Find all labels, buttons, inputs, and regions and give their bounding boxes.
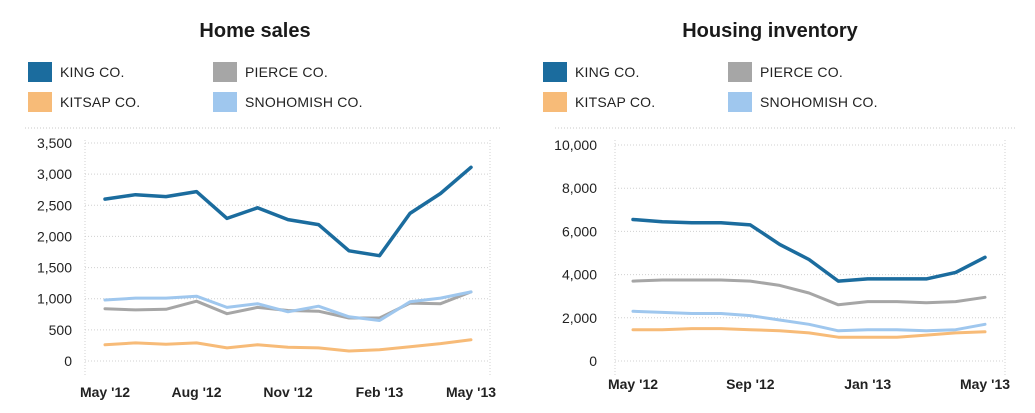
y-tick-label: 0: [589, 353, 597, 369]
x-tick-label: May '13: [960, 376, 1010, 392]
series-line-kitsap-co: [631, 327, 987, 339]
legend-item-kitsap: KITSAP CO.: [543, 92, 655, 112]
legend-item-pierce: PIERCE CO.: [213, 62, 328, 82]
chart-housing-inventory: Housing inventory KING CO. PIERCE CO. KI…: [515, 0, 1025, 413]
legend-swatch: [213, 92, 237, 112]
legend-label: SNOHOMISH CO.: [760, 94, 878, 110]
y-tick-label: 1,500: [37, 260, 72, 276]
legend-item-snohomish: SNOHOMISH CO.: [728, 92, 878, 112]
legend-swatch: [213, 62, 237, 82]
legend-swatch: [28, 92, 52, 112]
x-tick-label: Feb '13: [356, 384, 404, 400]
y-tick-label: 2,000: [562, 310, 597, 326]
plot-area: 0 2,000 4,000 6,000 8,000 10,000 May '12 Sep '1…: [554, 127, 1015, 392]
legend-label: KING CO.: [60, 64, 125, 80]
y-tick-label: 3,500: [37, 135, 72, 151]
legend-swatch: [728, 92, 752, 112]
legend-label: KING CO.: [575, 64, 640, 80]
y-tick-label: 4,000: [562, 267, 597, 283]
x-tick-label: Aug '12: [171, 384, 221, 400]
y-tick-label: 1,000: [37, 291, 72, 307]
legend: KING CO. PIERCE CO. KITSAP CO. SNOHOMISH…: [543, 62, 1013, 112]
legend-swatch: [728, 62, 752, 82]
legend-item-kitsap: KITSAP CO.: [28, 92, 140, 112]
x-tick-label: May '12: [608, 376, 658, 392]
legend-item-snohomish: SNOHOMISH CO.: [213, 92, 363, 112]
y-tick-label: 10,000: [554, 137, 597, 153]
legend-label: KITSAP CO.: [60, 94, 141, 110]
y-tick-label: 6,000: [562, 223, 597, 239]
y-tick-label: 500: [49, 322, 73, 338]
series-line-snohomish-co: [103, 290, 473, 322]
series-line-snohomish-co: [631, 309, 987, 333]
legend-label: SNOHOMISH CO.: [245, 94, 363, 110]
x-tick-label: May '12: [80, 384, 130, 400]
series-line-king-co: [631, 217, 987, 283]
series-line-king-co: [103, 165, 473, 258]
series-line-pierce-co: [103, 290, 473, 320]
series-line-kitsap-co: [103, 338, 473, 353]
y-tick-label: 3,000: [37, 166, 72, 182]
legend-swatch: [28, 62, 52, 82]
y-tick-label: 2,000: [37, 228, 72, 244]
plot-area: 0 500 1,000 1,500 2,000 2,500 3,000 3,500 May '1…: [25, 127, 500, 400]
chart-title: Home sales: [199, 20, 311, 42]
chart-title: Housing inventory: [682, 20, 858, 42]
y-tick-label: 8,000: [562, 180, 597, 196]
x-tick-label: May '13: [446, 384, 496, 400]
x-tick-label: Nov '12: [263, 384, 312, 400]
x-tick-label: Jan '13: [844, 376, 891, 392]
legend: KING CO. PIERCE CO. KITSAP CO. SNOHOMISH…: [28, 62, 498, 112]
legend-label: PIERCE CO.: [245, 64, 328, 80]
legend-label: KITSAP CO.: [575, 94, 656, 110]
legend-label: PIERCE CO.: [760, 64, 843, 80]
legend-item-king: KING CO.: [543, 62, 640, 82]
legend-item-pierce: PIERCE CO.: [728, 62, 843, 82]
x-tick-label: Sep '12: [726, 376, 775, 392]
series-line-pierce-co: [631, 278, 987, 307]
legend-item-king: KING CO.: [28, 62, 125, 82]
y-tick-label: 0: [64, 353, 72, 369]
legend-swatch: [543, 62, 567, 82]
chart-home-sales: Home sales KING CO. PIERCE CO. KITSAP CO…: [0, 0, 510, 413]
y-tick-label: 2,500: [37, 197, 72, 213]
legend-swatch: [543, 92, 567, 112]
